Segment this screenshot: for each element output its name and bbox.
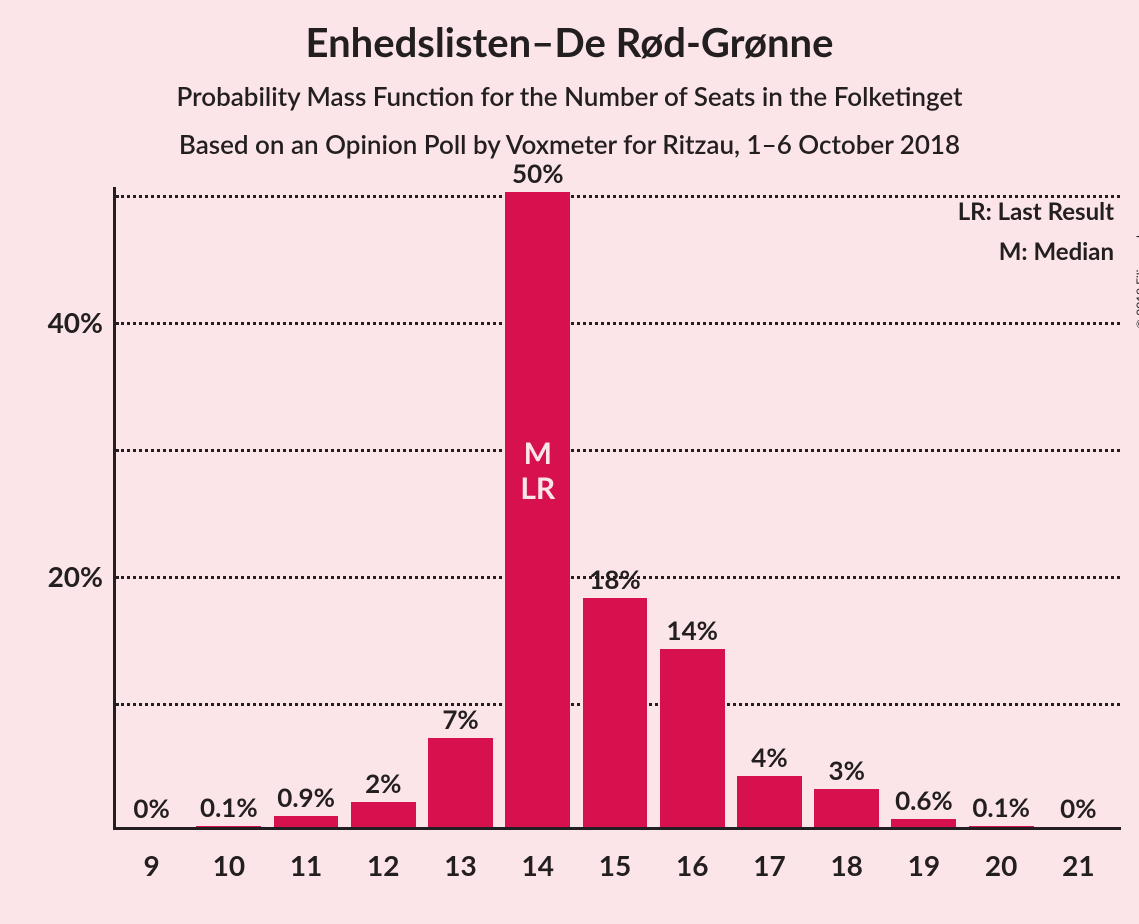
grid-line bbox=[116, 322, 1120, 325]
bar bbox=[505, 192, 570, 827]
bar bbox=[351, 802, 416, 827]
x-tick-label: 14 bbox=[498, 848, 578, 882]
chart-title: Enhedslisten–De Rød-Grønne bbox=[0, 18, 1139, 66]
bar bbox=[660, 649, 725, 827]
x-axis bbox=[113, 827, 1121, 830]
y-tick-label: 20% bbox=[23, 559, 103, 593]
bar-value-label: 18% bbox=[570, 563, 660, 595]
x-tick-label: 15 bbox=[575, 848, 655, 882]
copyright-text: © 2019 Filip van Laenen bbox=[1133, 200, 1139, 329]
bar bbox=[428, 738, 493, 827]
bar-value-label: 50% bbox=[493, 157, 583, 189]
bar bbox=[814, 789, 879, 827]
chart-plot-area: 20%40%90%100.1%110.9%122%137%1450%MLR151… bbox=[113, 195, 1117, 830]
grid-line bbox=[116, 449, 1120, 452]
bar bbox=[891, 819, 956, 827]
grid-line bbox=[116, 195, 1120, 198]
x-tick-label: 12 bbox=[343, 848, 423, 882]
bar bbox=[196, 826, 261, 827]
bar-median-label: MLR bbox=[498, 436, 578, 505]
x-tick-label: 11 bbox=[266, 848, 346, 882]
x-tick-label: 19 bbox=[884, 848, 964, 882]
x-tick-label: 9 bbox=[112, 848, 192, 882]
y-tick-label: 40% bbox=[23, 305, 103, 339]
bar bbox=[737, 776, 802, 827]
x-tick-label: 21 bbox=[1038, 848, 1118, 882]
x-tick-label: 10 bbox=[189, 848, 269, 882]
chart-subtitle-2: Based on an Opinion Poll by Voxmeter for… bbox=[0, 128, 1139, 160]
bar-value-label: 2% bbox=[338, 767, 428, 799]
x-tick-label: 13 bbox=[421, 848, 501, 882]
bar-value-label: 0% bbox=[1033, 792, 1123, 824]
y-axis bbox=[113, 187, 116, 830]
bar bbox=[583, 598, 648, 827]
x-tick-label: 17 bbox=[729, 848, 809, 882]
bar-value-label: 7% bbox=[416, 703, 506, 735]
bar bbox=[969, 826, 1034, 827]
bar-value-label: 14% bbox=[647, 614, 737, 646]
x-tick-label: 20 bbox=[961, 848, 1041, 882]
bar bbox=[274, 816, 339, 827]
x-tick-label: 18 bbox=[807, 848, 887, 882]
chart-subtitle-1: Probability Mass Function for the Number… bbox=[0, 80, 1139, 112]
bar-value-label: 3% bbox=[802, 754, 892, 786]
x-tick-label: 16 bbox=[652, 848, 732, 882]
